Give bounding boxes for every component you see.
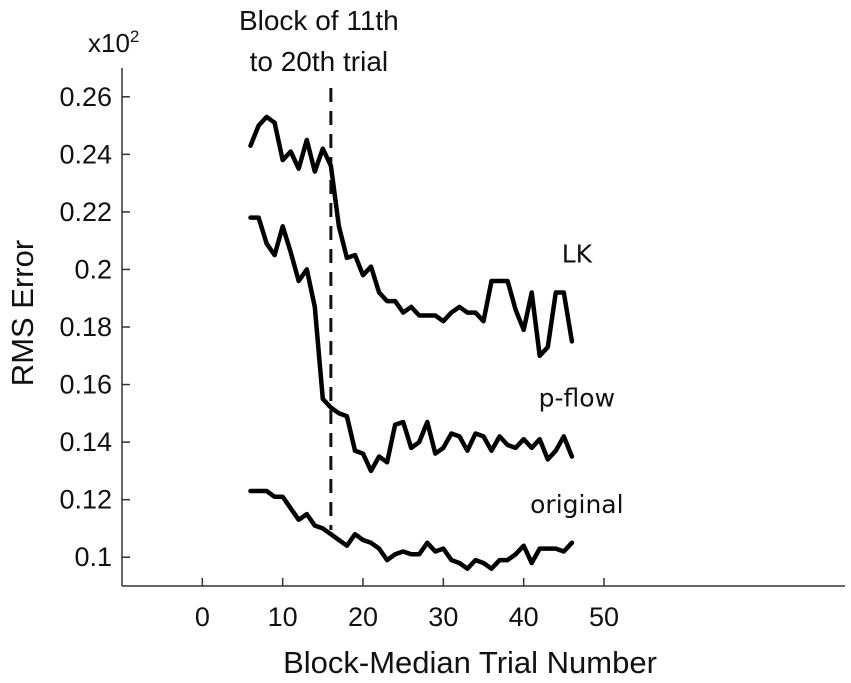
series-line-lk — [248, 114, 575, 359]
y-axis-title: RMS Error — [5, 240, 40, 386]
y-tick-label: 0.12 — [59, 485, 112, 515]
x-tick-label: 40 — [509, 602, 539, 632]
series-line-original — [248, 488, 575, 571]
series-label-p-flow: p-flow — [539, 383, 615, 412]
y-tick-label: 0.18 — [59, 312, 112, 342]
series-label-lk: LK — [562, 239, 593, 268]
y-tick-label: 0.14 — [59, 427, 112, 457]
series-labels: LK p-flow original — [530, 239, 623, 518]
axes — [121, 68, 845, 587]
x-tick-label: 0 — [195, 602, 210, 632]
series-label-original: original — [530, 490, 623, 519]
series-line-p-flow — [248, 215, 575, 474]
series-lines — [248, 114, 575, 571]
x-ticks: 0 10 20 30 40 50 — [195, 578, 619, 632]
x-axis-title: Block-Median Trial Number — [283, 645, 657, 680]
x-tick-label: 20 — [348, 602, 378, 632]
annotation-line-2: to 20th trial — [250, 46, 389, 77]
x-tick-label: 50 — [589, 602, 619, 632]
y-ticks: 0.1 0.12 0.14 0.16 0.18 0.2 0.22 0.24 0.26 — [59, 82, 130, 572]
y-tick-label: 0.2 — [74, 254, 112, 284]
x-tick-label: 30 — [428, 602, 458, 632]
annotation-line-1: Block of 11th — [239, 5, 399, 36]
y-tick-label: 0.1 — [74, 542, 112, 572]
y-axis-multiplier: x102 — [88, 27, 139, 58]
y-tick-label: 0.22 — [59, 197, 112, 227]
y-tick-label: 0.16 — [59, 370, 112, 400]
x-tick-label: 10 — [268, 602, 298, 632]
y-tick-label: 0.24 — [59, 139, 112, 169]
y-tick-label: 0.26 — [59, 82, 112, 112]
